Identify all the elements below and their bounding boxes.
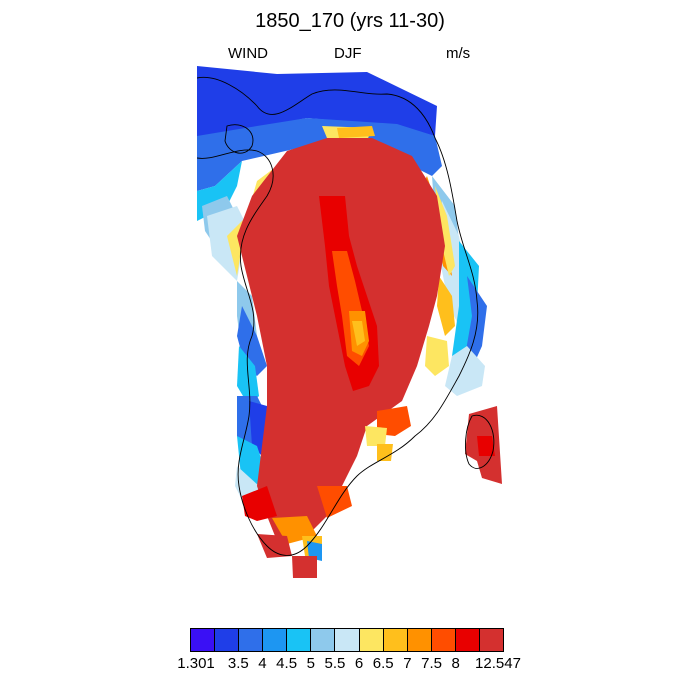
colorbar-swatch [383,629,408,651]
units-label: m/s [446,45,471,62]
colorbar-swatch [359,629,384,651]
colorbar [190,628,504,652]
colorbar-tick-label: 7 [403,655,412,672]
colorbar-tick-label: 3.5 [227,655,249,672]
colorbar-swatch [479,629,504,651]
colorbar-swatch [263,629,288,651]
colorbar-tick-label: 6 [354,655,364,672]
map-title: 1850_170 (yrs 11-30) [255,10,445,32]
colorbar-tick-label: 5.5 [324,655,346,672]
colorbar-tick-label: 5 [306,655,315,672]
colorbar-tick-label: 1.301 [177,655,215,672]
greenland-wind-map [197,66,502,578]
coastline [197,76,495,556]
colorbar-swatch [311,629,336,651]
colorbar-swatch [191,629,216,651]
season-label: DJF [334,45,362,62]
colorbar-tick-label: 4 [258,655,267,672]
colorbar-swatch [239,629,264,651]
colorbar-swatch [431,629,456,651]
colorbar-tick-label: 7.5 [421,655,442,672]
colorbar-tick-label: 12.547 [475,655,521,672]
colorbar-tick-label: 4.5 [276,655,298,672]
variable-label: WIND [228,45,268,62]
colorbar-tick-label: 6.5 [372,655,394,672]
colorbar-swatch [407,629,432,651]
colorbar-swatch [215,629,240,651]
colorbar-swatch [335,629,360,651]
colorbar-swatch [455,629,480,651]
colorbar-tick-label: 8 [451,655,460,672]
colorbar-swatch [287,629,312,651]
